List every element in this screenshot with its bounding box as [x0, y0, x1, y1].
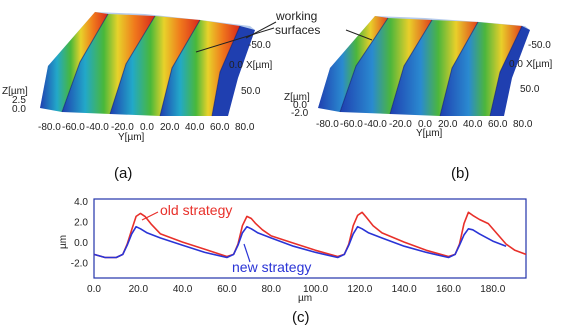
panel-a-y-tick-9: 80.0	[235, 122, 255, 133]
series-line-old-strategy	[93, 211, 527, 259]
panel-b-y-tick-8: 60.0	[488, 119, 508, 130]
panel-a-y-tick-4: -20.0	[111, 122, 134, 133]
chart-series	[93, 211, 527, 259]
panel-a-z-tick-2: 0.0	[12, 104, 26, 115]
panel-b-y-tick-2: -60.0	[340, 119, 363, 130]
panel-a-surface	[40, 12, 255, 117]
panel-b-y-tick-6: 20.0	[438, 119, 458, 130]
panel-a-ridge-2	[62, 14, 155, 114]
chart-y-axis-label: µm	[58, 235, 69, 249]
panel-c-caption: (c)	[292, 309, 310, 326]
panel-a-ridge-4	[160, 20, 240, 116]
panel-a-y-ticks: -80.0 -60.0 -40.0 -20.0 0.0 20.0 40.0 60…	[38, 122, 255, 133]
panel-b-y-tick-3: -40.0	[364, 119, 387, 130]
panel-a-ridge-3	[110, 16, 200, 116]
x-tick-label-3: 40.0	[173, 284, 193, 295]
annotation-new-strategy-arrow	[243, 243, 251, 263]
x-tick-label-10: 180.0	[480, 284, 505, 295]
panel-a-surface-plot: working surfaces -50.0 0.0 X[µm] 50.0 Z[…	[2, 9, 320, 182]
y-tick-label-2: 2.0	[74, 218, 88, 229]
panel-a-x-axis-label: X[µm]	[246, 60, 273, 71]
panel-b-y-tick-9: 80.0	[513, 119, 533, 130]
panel-a-x-tick-3: 50.0	[241, 86, 261, 97]
panel-a-y-tick-1: -80.0	[38, 122, 61, 133]
panel-b-x-axis-label: X[µm]	[526, 59, 553, 70]
panel-b-y-tick-1: -80.0	[316, 119, 339, 130]
chart-frame	[93, 198, 527, 279]
panel-a-z-axis-label: Z[µm]	[2, 86, 28, 97]
panel-b-surface	[318, 16, 530, 117]
panel-b-x-tick-2: 0.0	[509, 59, 523, 70]
y-tick-label-1: 4.0	[74, 197, 88, 208]
panel-b-y-tick-4: -20.0	[389, 119, 412, 130]
chart-x-axis-label: µm	[298, 293, 312, 304]
panel-a-z-tick-1: 2.5	[12, 95, 26, 106]
annotation-old-strategy: old strategy	[160, 202, 232, 218]
panel-a-y-axis-label: Y[µm]	[118, 132, 145, 143]
panel-a-y-tick-7: 40.0	[185, 122, 205, 133]
panel-a-annotation-line2: surfaces	[275, 23, 320, 37]
x-tick-label-8: 140.0	[392, 284, 417, 295]
panel-b-z-axis-label: Z[µm]	[284, 92, 310, 103]
panel-b-y-tick-7: 40.0	[463, 119, 483, 130]
panel-a-x-tick-2: 0.0	[229, 60, 243, 71]
panel-a-y-tick-3: -40.0	[86, 122, 109, 133]
panel-b-y-ticks: -80.0 -60.0 -40.0 -20.0 0.0 20.0 40.0 60…	[316, 119, 533, 130]
panel-c-chart: 4.0 2.0 0.0 -2.0 0.0 20.0 40.0 60.0 80.0 100.0 12…	[58, 197, 527, 326]
panel-a-y-tick-8: 60.0	[210, 122, 230, 133]
annotation-new-strategy: new strategy	[232, 259, 311, 275]
panel-a-y-tick-6: 20.0	[160, 122, 180, 133]
series-line-new-strategy	[93, 225, 507, 259]
panel-b-ridge-4	[440, 22, 522, 116]
panel-b-ridge-3	[390, 20, 478, 116]
panel-b-annotation-arrow	[345, 29, 373, 41]
chart-x-ticks: 0.0 20.0 40.0 60.0 80.0 100.0 120.0 140.0 160.0 1…	[87, 284, 506, 295]
panel-b-ridge-1	[318, 16, 388, 112]
chart-y-ticks: 4.0 2.0 0.0 -2.0	[71, 197, 89, 270]
panel-b-x-tick-1: -50.0	[528, 40, 551, 51]
x-tick-label-9: 160.0	[436, 284, 461, 295]
panel-a-annotation-arrow-2	[195, 27, 275, 53]
panel-a-annotation-line1: working	[275, 9, 317, 23]
panel-b-y-tick-5: 0.0	[418, 119, 432, 130]
y-tick-label-4: -2.0	[71, 259, 89, 270]
panel-b-z-tick-2: -2.0	[291, 108, 309, 119]
panel-a-x-tick-1: -50.0	[248, 40, 271, 51]
panel-a-caption: (a)	[114, 165, 132, 182]
panel-a-y-tick-2: -60.0	[62, 122, 85, 133]
x-tick-label-2: 20.0	[129, 284, 149, 295]
panel-a-ridge-1	[40, 12, 108, 112]
panel-b-y-axis-label: Y[µm]	[416, 128, 443, 139]
x-tick-label-4: 60.0	[217, 284, 237, 295]
x-tick-label-5: 80.0	[261, 284, 281, 295]
panel-b-x-tick-3: 50.0	[520, 84, 540, 95]
annotation-old-strategy-arrow	[141, 211, 159, 221]
panel-b-surface-plot: -50.0 0.0 X[µm] 50.0 Z[µm] 0.0 -2.0 -80.…	[284, 16, 553, 182]
panel-a-y-tick-5: 0.0	[140, 122, 154, 133]
x-tick-label-6: 100.0	[303, 284, 328, 295]
x-tick-label-1: 0.0	[87, 284, 101, 295]
panel-b-ridge-2	[340, 18, 432, 114]
panel-b-z-tick-1: 0.0	[293, 100, 307, 111]
panel-b-caption: (b)	[451, 165, 469, 182]
y-tick-label-3: 0.0	[74, 238, 88, 249]
x-tick-label-7: 120.0	[347, 284, 372, 295]
